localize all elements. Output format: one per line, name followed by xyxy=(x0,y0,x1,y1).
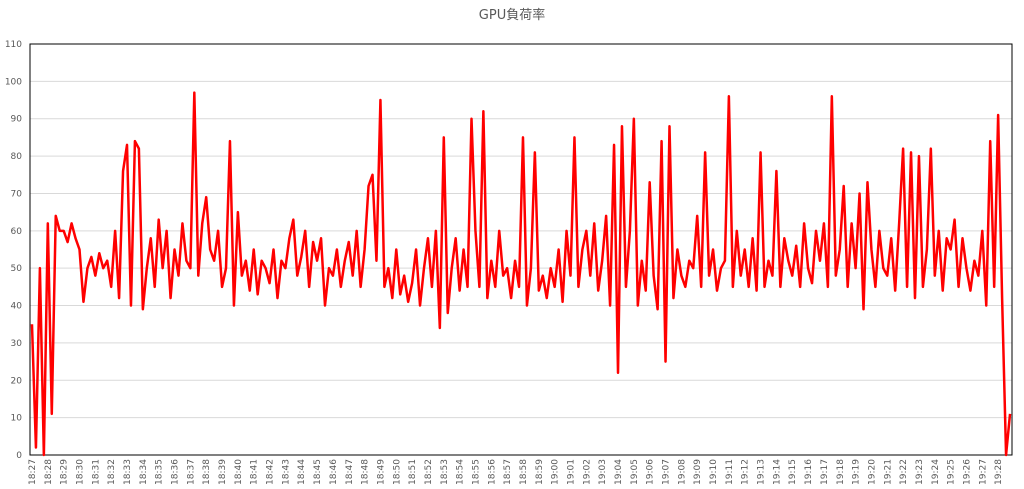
y-tick-label: 60 xyxy=(11,227,23,237)
x-tick-label: 18:52 xyxy=(424,459,434,485)
x-tick-label: 19:14 xyxy=(772,459,782,485)
x-tick-label: 19:16 xyxy=(804,459,814,485)
x-tick-label: 18:41 xyxy=(250,459,260,485)
x-tick-label: 19:25 xyxy=(947,459,957,485)
y-tick-label: 40 xyxy=(11,302,23,312)
x-tick-label: 18:49 xyxy=(376,459,386,485)
x-tick-label: 18:45 xyxy=(313,459,323,485)
x-tick-label: 18:53 xyxy=(440,459,450,485)
x-tick-label: 19:20 xyxy=(867,459,877,485)
x-tick-label: 19:09 xyxy=(693,459,703,485)
plot-frame xyxy=(29,43,1013,456)
data-line xyxy=(30,91,1012,457)
x-tick-label: 18:57 xyxy=(503,459,513,485)
y-tick-label: 0 xyxy=(16,451,22,461)
x-tick-label: 18:38 xyxy=(202,459,212,485)
x-tick-label: 18:40 xyxy=(234,459,244,485)
x-tick-label: 18:47 xyxy=(345,459,355,485)
y-tick-label: 90 xyxy=(11,115,23,125)
x-tick-label: 19:11 xyxy=(725,459,735,485)
x-tick-label: 18:51 xyxy=(408,459,418,485)
y-tick-label: 110 xyxy=(5,40,22,50)
x-tick-label: 19:19 xyxy=(852,459,862,485)
x-tick-label: 18:54 xyxy=(456,459,466,485)
x-tick-label: 18:27 xyxy=(28,459,38,485)
x-tick-label: 18:58 xyxy=(519,459,529,485)
x-tick-label: 18:56 xyxy=(487,459,497,485)
chart-title: GPU負荷率 xyxy=(479,7,545,23)
x-tick-label: 19:02 xyxy=(582,459,592,485)
x-tick-label: 18:32 xyxy=(107,459,117,485)
x-tick-label: 18:39 xyxy=(218,459,228,485)
x-tick-label: 18:59 xyxy=(535,459,545,485)
x-tick-label: 19:00 xyxy=(551,459,561,485)
y-tick-label: 50 xyxy=(11,264,23,274)
x-tick-label: 18:48 xyxy=(361,459,371,485)
x-tick-label: 18:37 xyxy=(186,459,196,485)
x-tick-label: 19:15 xyxy=(788,459,798,485)
x-tick-label: 19:05 xyxy=(630,459,640,485)
x-tick-label: 18:28 xyxy=(44,459,54,485)
x-tick-label: 19:10 xyxy=(709,459,719,485)
x-tick-label: 19:12 xyxy=(741,459,751,485)
y-tick-label: 10 xyxy=(11,414,23,424)
x-tick-label: 19:24 xyxy=(931,459,941,485)
x-tick-label: 19:07 xyxy=(662,459,672,485)
x-tick-label: 19:13 xyxy=(757,459,767,485)
x-tick-label: 19:17 xyxy=(820,459,830,485)
x-tick-label: 19:04 xyxy=(614,459,624,485)
x-tick-label: 18:30 xyxy=(75,459,85,485)
x-tick-label: 18:46 xyxy=(329,459,339,485)
x-tick-label: 18:36 xyxy=(171,459,181,485)
x-tick-label: 19:28 xyxy=(994,459,1004,485)
y-tick-label: 30 xyxy=(11,339,23,349)
x-tick-label: 19:22 xyxy=(899,459,909,485)
x-tick-label: 19:21 xyxy=(883,459,893,485)
y-tick-label: 100 xyxy=(5,77,22,87)
x-tick-label: 18:34 xyxy=(139,459,149,485)
x-tick-label: 18:29 xyxy=(60,459,70,485)
x-tick-label: 19:03 xyxy=(598,459,608,485)
x-tick-label: 19:27 xyxy=(978,459,988,485)
x-tick-label: 18:42 xyxy=(266,459,276,485)
y-tick-label: 20 xyxy=(11,376,23,386)
x-tick-label: 18:50 xyxy=(392,459,402,485)
x-tick-label: 18:44 xyxy=(297,459,307,485)
x-tick-label: 18:35 xyxy=(155,459,165,485)
y-tick-label: 70 xyxy=(11,189,23,199)
x-tick-label: 19:06 xyxy=(646,459,656,485)
y-tick-label: 80 xyxy=(11,152,23,162)
x-tick-label: 18:55 xyxy=(471,459,481,485)
x-tick-label: 18:43 xyxy=(281,459,291,485)
x-tick-label: 19:23 xyxy=(915,459,925,485)
x-tick-label: 18:31 xyxy=(91,459,101,485)
x-tick-label: 18:33 xyxy=(123,459,133,485)
x-tick-label: 19:18 xyxy=(836,459,846,485)
x-tick-label: 19:26 xyxy=(962,459,972,485)
x-tick-label: 19:08 xyxy=(677,459,687,485)
x-tick-label: 19:01 xyxy=(566,459,576,485)
